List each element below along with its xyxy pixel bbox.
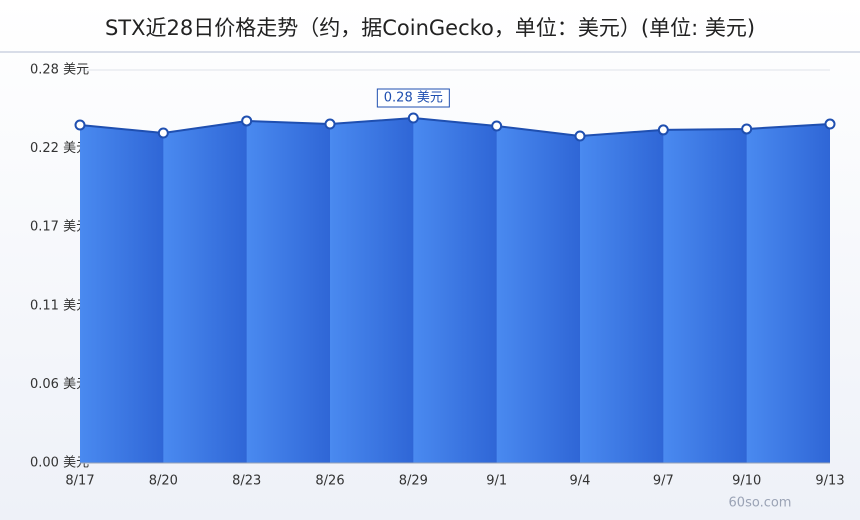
y-tick-label: 0.17 美元 xyxy=(30,220,89,235)
x-tick-label: 9/4 xyxy=(570,474,591,489)
annotation-box xyxy=(376,88,450,108)
x-tick-label: 9/13 xyxy=(815,474,844,489)
y-tick-label: 0.06 美元 xyxy=(30,377,89,392)
point xyxy=(157,127,169,139)
y-tick-label: 0.11 美元 xyxy=(30,298,89,313)
annotation: 0.28 美元 xyxy=(384,91,443,106)
y-tick-label: 0.22 美元 xyxy=(30,141,89,156)
x-tick-label: 9/7 xyxy=(653,474,674,489)
chart-title: STX近28日价格走势（约，据CoinGecko，单位：美元）(单位: 美元) xyxy=(105,16,755,40)
x-tick-label: 8/20 xyxy=(149,474,178,489)
x-tick-label: 8/29 xyxy=(399,474,428,489)
point xyxy=(324,118,336,130)
point xyxy=(824,118,836,130)
watermark: 60so.com xyxy=(729,496,792,511)
x-tick-label: 8/26 xyxy=(315,474,344,489)
x-tick-label: 9/1 xyxy=(486,474,507,489)
point xyxy=(491,120,503,132)
y-tick-label: 0.28 美元 xyxy=(30,63,89,78)
y-tick-label: 0.00 美元 xyxy=(30,456,89,471)
x-tick-label: 8/23 xyxy=(232,474,261,489)
x-tick-label: 8/17 xyxy=(65,474,94,489)
point xyxy=(74,119,86,131)
point xyxy=(741,123,753,135)
line xyxy=(79,116,831,137)
area xyxy=(80,118,830,464)
point xyxy=(657,124,669,136)
point xyxy=(574,130,586,142)
point xyxy=(407,112,419,124)
point xyxy=(241,115,253,127)
x-tick-label: 9/10 xyxy=(732,474,761,489)
